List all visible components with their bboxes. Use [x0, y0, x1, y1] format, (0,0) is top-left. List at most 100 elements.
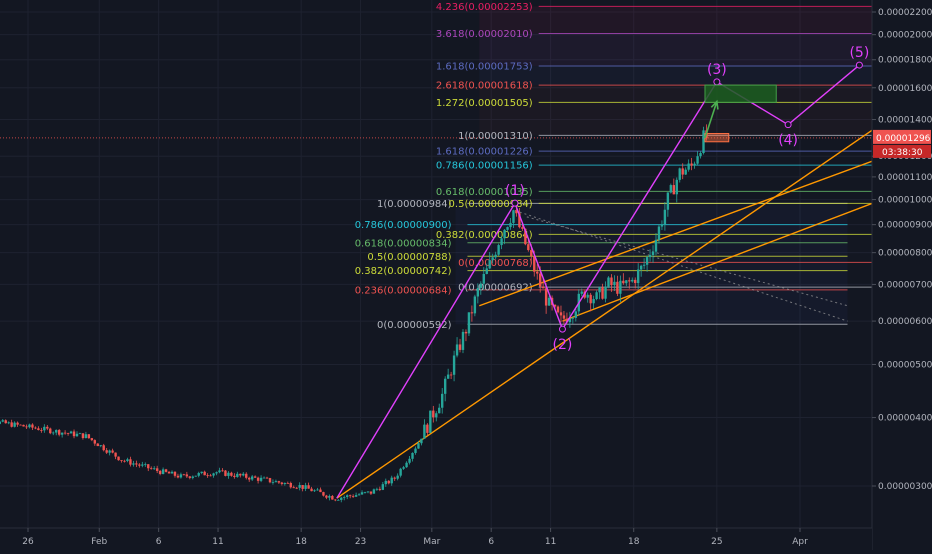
candle-body [393, 477, 396, 479]
candle-body [239, 473, 242, 476]
candle-body [96, 443, 99, 447]
candle-body [616, 281, 619, 294]
fib-label: 0.618(0.00000834) [355, 238, 452, 249]
candle-body [411, 452, 414, 459]
price-tick-label: 0.00000900 [878, 221, 932, 231]
candle-body [4, 420, 7, 424]
candle-body [675, 179, 678, 195]
candle-body [574, 311, 578, 318]
candle-body [503, 229, 506, 239]
fib-label: 2.618(0.00001618) [436, 81, 533, 92]
candle-body [34, 427, 37, 429]
candle-body [438, 407, 441, 414]
candle-body [610, 277, 613, 286]
candle-body [28, 424, 31, 428]
candle-body [152, 468, 156, 470]
wave-node [784, 121, 792, 129]
candle-body [381, 484, 385, 490]
candle-body [651, 251, 655, 256]
candle-body [408, 458, 411, 463]
time-tick-label: Mar [423, 537, 440, 547]
dotted-trend-line [514, 210, 848, 322]
candle-body [429, 410, 432, 433]
candle-body [25, 426, 28, 428]
candle-body [141, 464, 144, 466]
fib-label: 1.618(0.00001753) [436, 62, 533, 73]
candle-body [669, 185, 673, 193]
candle-body [138, 464, 141, 466]
candle-body [509, 222, 512, 228]
candle-body [360, 492, 364, 495]
candle-body [426, 424, 429, 433]
price-axis-bg [872, 0, 932, 550]
candle-body [194, 475, 197, 477]
candle-body [375, 488, 379, 490]
candle-body [322, 492, 325, 496]
candle-body [182, 474, 186, 476]
candle-body [399, 468, 402, 476]
candle-body [248, 477, 251, 480]
fib-zone-1618 [479, 66, 872, 86]
candle-body [515, 210, 518, 214]
candle-body [390, 477, 393, 484]
candle-body [31, 424, 34, 428]
candle-body [562, 315, 566, 319]
fib-zone-2618 [479, 85, 872, 136]
candle-body [111, 450, 114, 453]
candle-body [0, 421, 1, 424]
candle-body [265, 477, 269, 479]
candle-body [634, 279, 637, 284]
countdown-badge [873, 144, 931, 158]
candle-body [135, 463, 138, 465]
trend-channel [336, 105, 908, 499]
dotted-trend-line [526, 216, 848, 307]
candle-body [147, 464, 150, 469]
candle-body [325, 495, 328, 498]
candle-body [628, 280, 631, 282]
candle-body [307, 485, 310, 489]
candle-body [93, 440, 97, 444]
fib-label: 0.5(0.00000788) [367, 252, 451, 263]
fib-levels: 1(0.00000984) 0.786(0.00000900) 0.618(0.00… [355, 2, 872, 331]
candle-body [66, 433, 70, 434]
candle-body [206, 475, 209, 477]
candle-body [43, 426, 46, 431]
price-tick-label: 0.00001600 [878, 84, 932, 94]
price-tick-label: 0.00000300 [878, 482, 932, 492]
candle-body [559, 312, 563, 316]
candle-body [224, 470, 227, 476]
candle-body [292, 487, 295, 489]
candle-body [218, 470, 221, 473]
candle-body [607, 277, 610, 287]
candle-body [63, 432, 67, 434]
candle-body [212, 473, 215, 476]
candle-body [553, 304, 557, 307]
candle-body [167, 471, 171, 474]
candle-body [654, 239, 658, 252]
grid [0, 0, 872, 528]
candle-body [625, 280, 628, 284]
candle-body [556, 306, 560, 313]
time-tick-label: Apr [792, 537, 808, 547]
time-tick-label: 11 [212, 537, 223, 547]
candle-body [354, 495, 358, 497]
candle-body [533, 256, 536, 272]
candle-body [126, 459, 129, 462]
candle-body [702, 130, 705, 154]
candle-body [185, 474, 189, 477]
candle-body [158, 470, 162, 474]
fib-label: 1(0.00001310) [458, 131, 533, 142]
candle-body [372, 489, 376, 494]
candle-body [87, 434, 91, 439]
projection-arrow-head [710, 99, 719, 110]
candle-body [72, 431, 76, 437]
candle-body [271, 482, 275, 483]
candle-body [259, 477, 263, 481]
price-tick-label: 0.00000400 [878, 414, 932, 424]
candle-body [568, 318, 572, 323]
candle-body [268, 478, 272, 483]
elliott-waves: (1) (2) (3) (4) (5) [336, 45, 869, 499]
candle-body [108, 450, 111, 453]
candle-body [236, 473, 239, 477]
candle-body [485, 268, 488, 274]
